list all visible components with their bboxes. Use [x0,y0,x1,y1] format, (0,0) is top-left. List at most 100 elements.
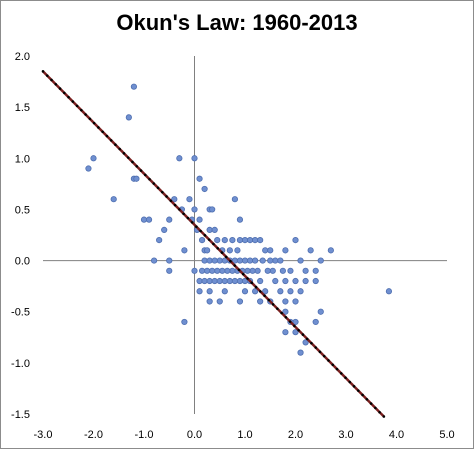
trendline-marker [246,277,249,280]
data-point [312,267,319,274]
data-point [249,267,256,274]
data-point [252,257,259,264]
y-tick-label: 0.5 [15,204,30,216]
data-point [209,206,216,213]
data-point [226,247,233,254]
data-point [191,155,198,162]
data-point [198,237,206,244]
data-point [166,267,173,274]
data-point [206,298,213,305]
trendline-marker [288,320,292,323]
data-point [287,288,294,295]
trendline-marker [148,177,151,181]
trendline-marker [348,380,352,384]
data-point [219,267,226,274]
data-point [90,155,97,162]
data-point [216,298,223,305]
data-point [161,226,168,233]
data-point [252,288,259,295]
data-point [171,196,178,203]
trendline-marker [122,152,126,155]
data-point [302,267,309,274]
data-point [292,329,299,336]
data-point [282,247,289,254]
y-tick-label: -1.0 [11,358,30,370]
data-point [231,196,238,203]
data-point [236,257,244,264]
trendline-marker [369,402,373,405]
data-point [191,267,198,274]
trendline-marker [182,212,185,216]
trendline-marker [63,91,66,95]
trendline-marker [237,268,241,272]
trendline-marker [80,108,83,112]
data-point [264,267,271,274]
data-point [224,267,231,274]
data-point [211,257,218,264]
y-tick-label: 1.5 [15,102,30,114]
data-point [257,237,264,244]
data-point [229,267,236,274]
data-point [196,277,203,285]
data-point [246,237,254,244]
data-point [211,226,218,233]
data-point [186,196,193,203]
data-point [176,155,183,162]
trendline-marker [45,74,49,77]
y-tick-labels: 2.0 1.5 1.0 0.5 0.0 -0.5 -1.0 -1.5 [11,51,30,421]
data-point [166,257,173,264]
data-point [297,288,304,295]
trendline-marker [378,410,381,414]
chart-title: Okun's Law: 1960-2013 [116,10,358,35]
data-point [181,318,188,326]
trendline-marker [50,78,53,82]
data-point [130,83,137,90]
data-point [257,298,264,305]
trendline-marker [84,113,87,116]
data-point [229,237,236,244]
trendline-marker [327,359,330,362]
data-point [252,237,259,244]
x-tick-label: 1.0 [237,429,252,441]
trendline-marker [135,164,139,168]
data-point [226,277,233,285]
trendline-marker [263,294,266,298]
y-tick-label: -0.5 [11,307,30,319]
data-point [307,247,314,254]
trendline-marker [267,298,271,302]
trendline-marker [212,242,215,246]
data-point [214,267,221,274]
trendline-marker [259,290,262,293]
trendline-marker [276,307,279,310]
data-point [385,288,393,295]
data-point [282,308,289,315]
data-point [292,237,299,244]
trendline-marker [67,95,70,99]
data-point [209,267,216,274]
data-point [246,257,254,264]
data-point [216,257,223,264]
data-point [125,114,132,121]
data-point [302,339,309,346]
y-tick-label: 1.0 [15,153,30,165]
x-tick-label: 3.0 [338,429,353,441]
data-point [191,206,198,213]
data-point [181,247,188,254]
data-point [221,288,228,295]
data-point [204,267,211,274]
x-tick-labels: -3.0 -2.0 -1.0 0.0 1.0 2.0 3.0 4.0 5.0 [34,429,455,441]
data-point [231,277,238,285]
trendline-marker [301,333,305,336]
data-point [140,216,148,223]
data-point [292,298,299,305]
trendline-marker [241,272,245,276]
x-tick-label: -3.0 [34,429,53,441]
data-point [269,267,276,274]
data-point [236,298,244,305]
data-point [312,277,319,285]
x-tick-label: -2.0 [84,429,103,441]
trendline-marker [229,259,232,263]
trendline-marker [254,285,258,289]
data-point [262,247,269,254]
